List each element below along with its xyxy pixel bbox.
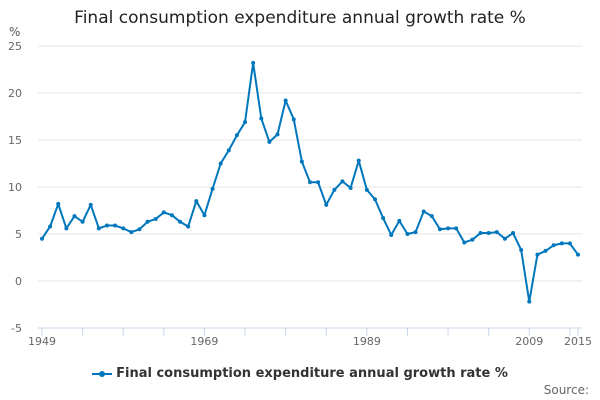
data-point — [340, 179, 345, 184]
data-point — [291, 117, 296, 122]
data-point — [356, 158, 361, 163]
data-point — [243, 120, 248, 125]
data-point — [486, 231, 491, 236]
data-point — [218, 161, 223, 166]
data-point — [324, 202, 329, 207]
x-tick-label: 2015 — [564, 335, 592, 348]
data-point — [169, 213, 174, 218]
x-tick-label: 1949 — [28, 335, 56, 348]
data-point — [559, 241, 564, 246]
data-point — [137, 227, 142, 232]
data-point — [226, 148, 231, 153]
data-point — [421, 209, 426, 214]
data-point — [543, 248, 548, 253]
data-point — [186, 224, 191, 229]
y-tick-label: 15 — [8, 134, 22, 147]
data-point — [462, 240, 467, 245]
data-point — [527, 299, 532, 304]
legend[interactable]: Final consumption expenditure annual gro… — [0, 366, 600, 381]
data-point — [96, 226, 101, 231]
y-tick-label: 5 — [15, 228, 22, 241]
data-point — [372, 197, 377, 202]
data-point — [104, 223, 109, 228]
data-point — [389, 232, 394, 237]
data-point — [88, 202, 93, 207]
data-point — [251, 60, 256, 65]
data-point — [113, 223, 118, 228]
data-point — [80, 219, 85, 224]
data-point — [576, 252, 580, 257]
data-point — [502, 236, 507, 241]
x-tick-label: 1969 — [190, 335, 218, 348]
x-tick-label: 2009 — [515, 335, 543, 348]
data-point — [72, 214, 77, 219]
data-point — [470, 237, 475, 242]
data-point — [145, 219, 150, 224]
y-tick-label: 20 — [8, 87, 22, 100]
y-tick-label: 10 — [8, 181, 22, 194]
data-point — [275, 132, 280, 137]
x-tick-label: 1989 — [353, 335, 381, 348]
data-point — [161, 210, 166, 215]
data-point — [478, 231, 483, 236]
data-point — [551, 243, 556, 248]
data-point — [308, 180, 312, 185]
legend-swatch — [92, 370, 113, 377]
source-label: Source: — [543, 383, 589, 397]
data-point — [454, 226, 459, 231]
data-point — [332, 187, 337, 192]
data-point — [397, 218, 402, 223]
data-point — [519, 247, 524, 252]
data-point — [437, 227, 442, 232]
data-point — [446, 226, 451, 231]
data-point — [413, 230, 418, 235]
data-point — [40, 236, 44, 241]
data-point — [129, 230, 134, 235]
data-point — [405, 232, 410, 236]
data-point — [299, 159, 304, 164]
data-point — [259, 116, 264, 121]
data-point — [283, 98, 288, 103]
data-point — [494, 230, 499, 235]
data-point — [316, 180, 321, 185]
data-point — [511, 231, 516, 236]
y-tick-label: -5 — [11, 322, 22, 335]
data-point — [348, 185, 353, 190]
data-point — [364, 187, 369, 192]
data-point — [567, 241, 572, 246]
data-point — [381, 216, 386, 221]
data-point — [210, 186, 215, 191]
data-point — [267, 139, 272, 144]
data-point — [429, 214, 434, 219]
data-point — [234, 133, 239, 138]
data-point — [64, 226, 69, 231]
data-point — [202, 213, 207, 218]
data-point — [121, 226, 126, 231]
data-point — [153, 216, 158, 221]
data-point — [194, 199, 199, 204]
y-tick-label: 0 — [15, 275, 22, 288]
chart-title: Final consumption expenditure annual gro… — [74, 8, 526, 28]
data-point — [178, 219, 183, 224]
data-point — [48, 224, 53, 229]
y-tick-label: 25 — [8, 40, 22, 53]
y-axis-unit-label: % — [9, 25, 21, 39]
data-point — [535, 252, 540, 257]
data-point — [56, 201, 61, 206]
legend-label: Final consumption expenditure annual gro… — [116, 366, 508, 381]
